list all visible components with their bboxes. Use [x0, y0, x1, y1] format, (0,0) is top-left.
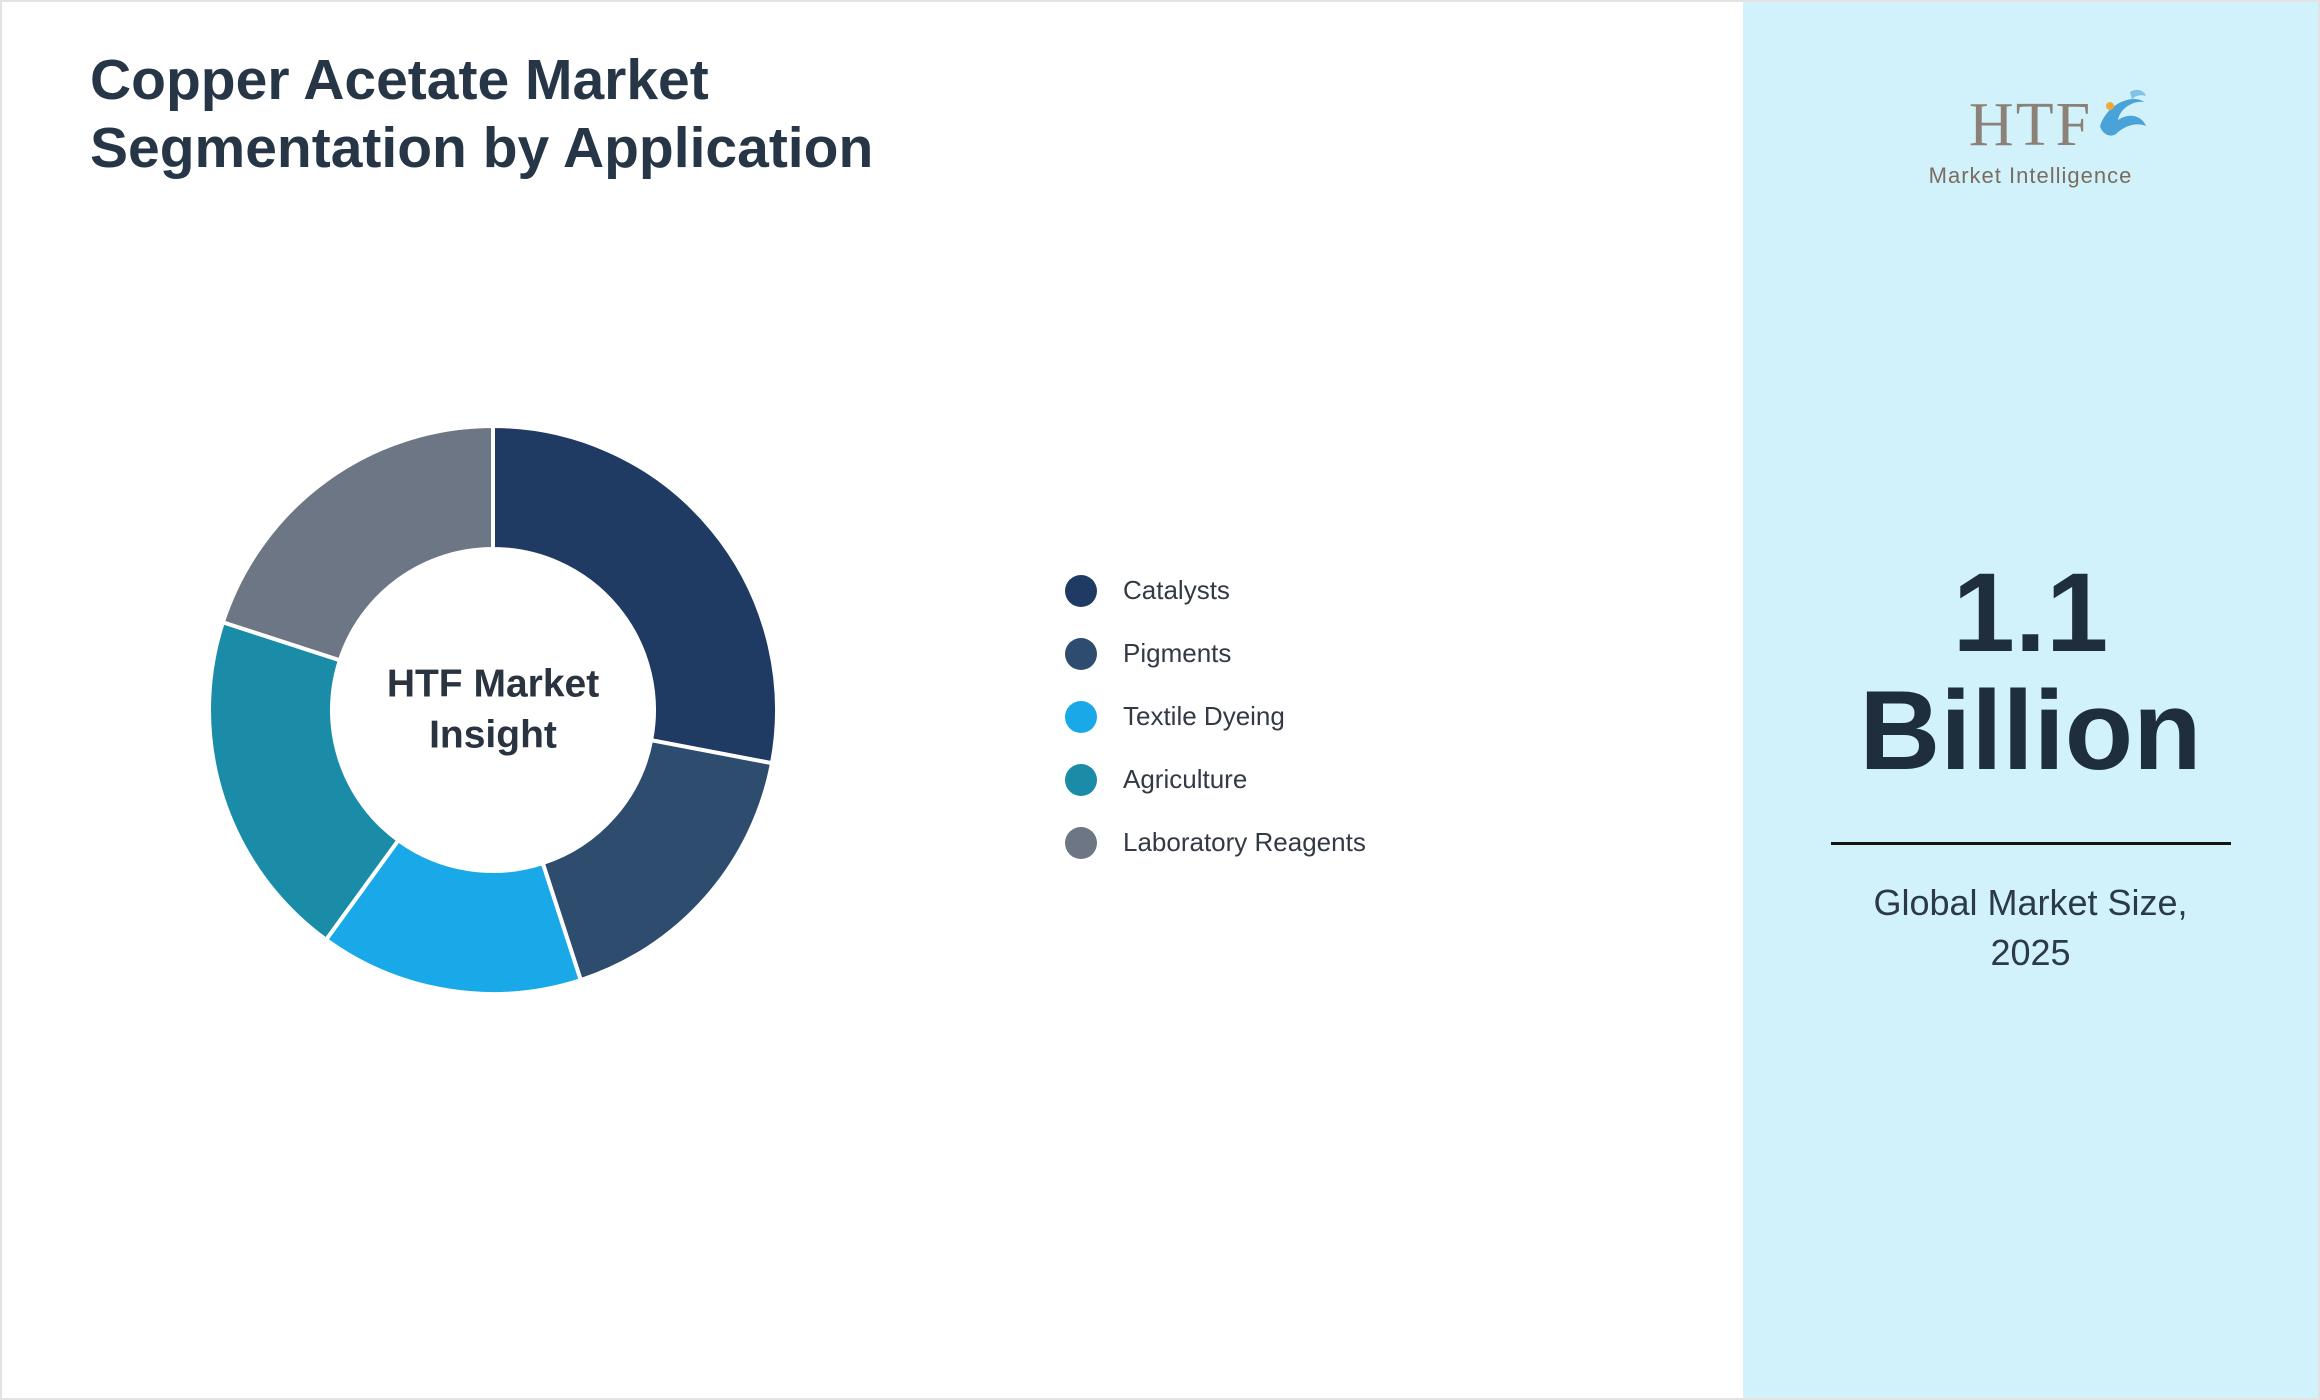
market-size-value: 1.1 Billion [1743, 554, 2318, 789]
legend-dot [1065, 763, 1097, 796]
legend-dot [1065, 637, 1097, 670]
donut-segment-laboratory-reagents [220, 424, 495, 663]
donut-center-label: HTF Market Insight [386, 662, 600, 756]
legend-dot [1065, 574, 1097, 607]
donut-segment-pigments [540, 738, 774, 983]
brand-logo: HTF Market Intelligence [1743, 89, 2318, 189]
donut-segment-catalysts [491, 424, 779, 766]
donut-chart-svg [207, 424, 779, 996]
legend-dot [1065, 700, 1097, 733]
legend-item-laboratory-reagents: Laboratory Reagents [1065, 811, 1366, 874]
legend-item-textile-dyeing: Textile Dyeing [1065, 685, 1366, 748]
legend-item-agriculture: Agriculture [1065, 748, 1366, 811]
donut-segment-textile-dyeing [324, 838, 583, 996]
legend-dot [1065, 826, 1097, 859]
legend-label: Catalysts [1123, 575, 1230, 605]
page-title: Copper Acetate Market Segmentation by Ap… [90, 48, 874, 181]
market-size-line2: Billion [1859, 667, 2202, 793]
legend-item-pigments: Pigments [1065, 622, 1366, 685]
legend-label: Textile Dyeing [1123, 701, 1285, 731]
logo-subtitle: Market Intelligence [1928, 163, 2133, 188]
chart-legend: Catalysts Pigments Textile Dyeing Agricultu… [1065, 559, 1366, 874]
logo-text: HTF [1968, 91, 2093, 159]
dolphin-logo-icon [2100, 89, 2147, 136]
sidebar: HTF Market Intelligence 1.1 Billion Glob… [1743, 2, 2318, 1398]
legend-label: Laboratory Reagents [1123, 827, 1366, 857]
legend-label: Agriculture [1123, 764, 1248, 794]
donut-chart: HTF Market Insight [193, 410, 793, 1010]
divider-line [1830, 842, 2231, 845]
legend-label: Pigments [1123, 638, 1232, 668]
market-size-line1: 1.1 [1952, 550, 2109, 675]
legend-item-catalysts: Catalysts [1065, 559, 1366, 622]
market-size-caption: Global Market Size, 2025 [1873, 882, 2188, 974]
donut-segment-agriculture [207, 620, 401, 942]
